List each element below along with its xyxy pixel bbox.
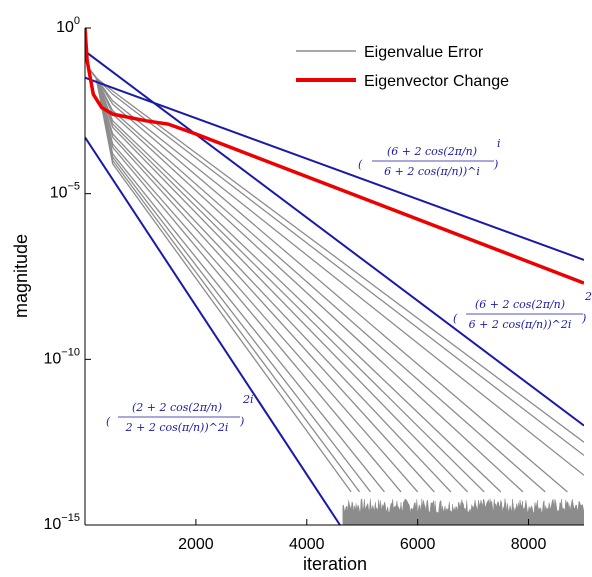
annotation-bottom-denominator: 2 + 2 cos(π/n))^2i — [125, 421, 229, 434]
annotation-top-paren-left: ( — [358, 158, 363, 171]
legend: Eigenvalue Error Eigenvector Change — [296, 44, 509, 90]
annotation-top-numerator: (6 + 2 cos(2π/n) — [387, 145, 477, 158]
x-tick-label: 8000 — [511, 536, 547, 553]
bound-annotation-top: ( (6 + 2 cos(2π/n) 6 + 2 cos(π/n))^i — [358, 145, 494, 178]
legend-eigenvector-label: Eigenvector Change — [364, 73, 509, 90]
bound-line-3 — [85, 136, 341, 525]
bound-lines — [85, 50, 584, 525]
x-tick-label: 2000 — [178, 536, 214, 553]
y-axis-ticks: 100 10−5 10−10 10−15 — [44, 15, 91, 533]
y-axis-title: magnitude — [11, 234, 31, 318]
annotation-exponent: 2i — [584, 290, 592, 303]
annotation-exponent: i — [497, 137, 501, 150]
annotation-bottom-numerator: (2 + 2 cos(2π/n) — [132, 401, 222, 414]
eigenvector-change-series — [85, 28, 584, 285]
x-axis-ticks: 2000 4000 6000 8000 — [178, 519, 546, 553]
x-axis-title: iteration — [303, 554, 367, 574]
bound-line-1 — [85, 76, 584, 261]
annotation-paren-right: ) — [581, 312, 586, 325]
noise-floor-band — [342, 498, 584, 525]
annotation-middle-numerator: (6 + 2 cos(2π/n) — [475, 298, 565, 311]
annotation-middle-denominator: 6 + 2 cos(π/n))^2i — [469, 318, 572, 331]
bound-annotation-bottom: ( (2 + 2 cos(2π/n) 2 + 2 cos(π/n))^2i — [106, 401, 240, 434]
bound-annotation-middle: ( (6 + 2 cos(2π/n) 6 + 2 cos(π/n))^2i — [453, 298, 583, 331]
annotation-middle-paren-left: ( — [453, 312, 458, 325]
annotation-exponent: 2i — [242, 393, 254, 406]
y-tick-label: 10−5 — [50, 181, 80, 202]
annotation-paren-right: ) — [493, 158, 498, 171]
annotation-paren-right: ) — [239, 415, 244, 428]
x-tick-label: 4000 — [289, 536, 325, 553]
annotation-top-denominator: 6 + 2 cos(π/n))^i — [384, 165, 480, 178]
bound-line-2 — [85, 50, 584, 427]
legend-eigenvalue-label: Eigenvalue Error — [364, 44, 484, 61]
eigenvector-change-line — [85, 28, 584, 285]
y-tick-label: 100 — [56, 15, 80, 36]
eigenvalue-noise-band — [342, 498, 584, 525]
y-tick-label: 10−10 — [44, 346, 80, 367]
x-tick-label: 6000 — [400, 536, 436, 553]
annotation-bottom-paren-left: ( — [106, 415, 111, 428]
y-tick-label: 10−15 — [44, 512, 80, 533]
